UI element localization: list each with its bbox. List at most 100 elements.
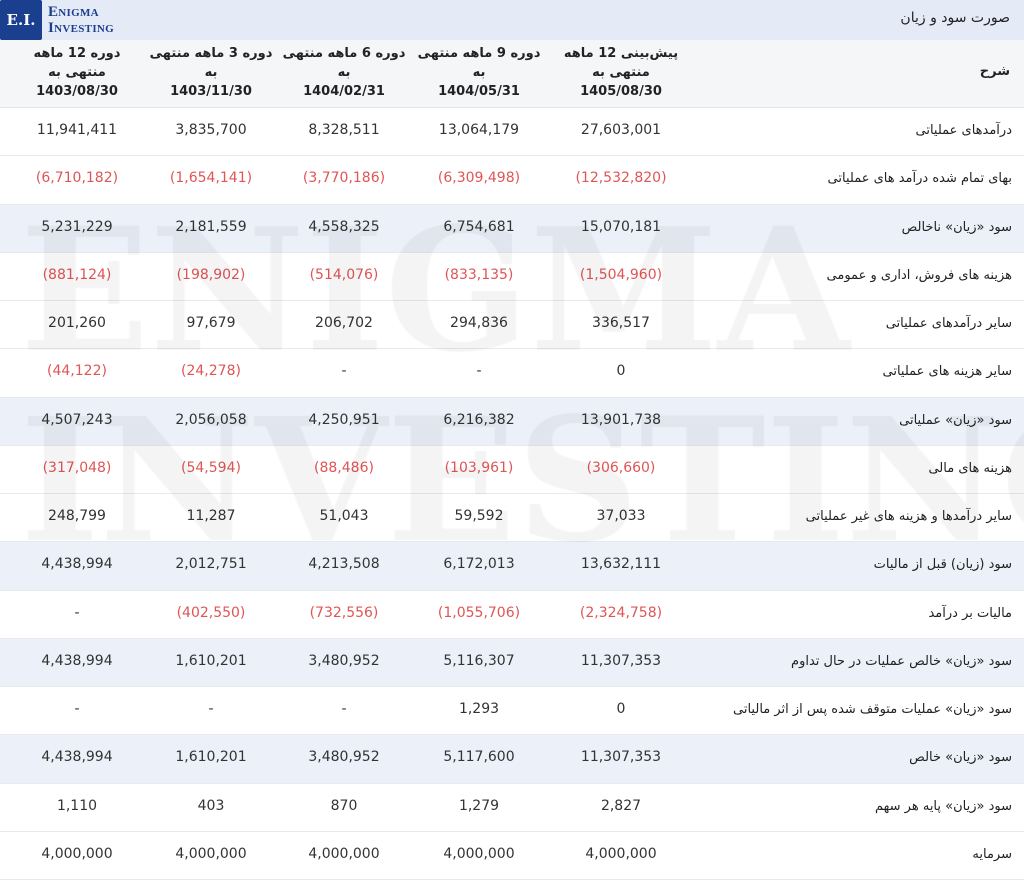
period-title: دوره 9 ماهه منتهی به	[417, 46, 541, 80]
top-bar: E.I. Enigma Investing صورت سود و زیان	[0, 0, 1024, 40]
value-cell: 13,064,179	[438, 122, 520, 138]
value-cell: (198,902)	[176, 266, 246, 283]
value-cell: (881,124)	[42, 266, 112, 283]
table-row: مالیات بر درآمد (2,324,758) (1,055,706) (73…	[0, 591, 1024, 639]
value-cell: -	[74, 701, 80, 717]
value-cell: 6,754,681	[443, 218, 515, 235]
period-date: 1404/02/31	[303, 84, 385, 99]
logo-line-1: Enigma	[48, 4, 99, 20]
value-cell: 336,517	[592, 315, 650, 331]
value-cell: 248,799	[48, 508, 106, 524]
value-cell: (54,594)	[181, 459, 241, 476]
value-cell: 11,287	[186, 508, 236, 524]
table-row: بهای تمام شده درآمد های عملیاتی (12,532,8…	[0, 156, 1024, 205]
row-label: سود (زیان) قبل از مالیات	[873, 557, 1012, 573]
value-cell: (103,961)	[444, 459, 514, 476]
row-label: بهای تمام شده درآمد های عملیاتی	[827, 171, 1012, 187]
value-cell: (3,770,186)	[302, 170, 386, 187]
header-period-3[interactable]: دوره 3 ماهه منتهی به 1403/11/30	[148, 44, 274, 101]
value-cell: 3,835,700	[175, 122, 247, 138]
value-cell: 11,307,353	[580, 652, 662, 669]
page-title: صورت سود و زیان	[900, 10, 1010, 26]
value-cell: (317,048)	[42, 459, 112, 476]
value-cell: 4,000,000	[443, 845, 515, 862]
value-cell: (1,055,706)	[437, 604, 521, 621]
period-title: پیش‌بینی 12 ماهه منتهی به	[563, 46, 679, 80]
value-cell: 4,000,000	[41, 845, 113, 862]
value-cell: 4,250,951	[308, 411, 380, 428]
logo-text: Enigma Investing	[48, 4, 114, 36]
value-cell: 870	[330, 797, 358, 814]
value-cell: (514,076)	[309, 266, 379, 283]
row-label: سود «زیان» خالص	[909, 750, 1012, 766]
header-period-0[interactable]: پیش‌بینی 12 ماهه منتهی به 1405/08/30	[550, 44, 692, 101]
value-cell: 3,480,952	[308, 749, 380, 766]
period-date: 1404/05/31	[438, 84, 520, 99]
value-cell: 4,438,994	[41, 556, 113, 573]
value-cell: -	[74, 604, 80, 621]
header-label: شرح	[979, 64, 1010, 79]
table-row: هزینه های فروش، اداری و عمومی (1,504,960)…	[0, 253, 1024, 301]
value-cell: 4,000,000	[308, 845, 380, 862]
row-label: هزینه های فروش، اداری و عمومی	[826, 267, 1012, 283]
value-cell: (12,532,820)	[575, 170, 667, 187]
table-row: هزینه های مالی (306,660) (103,961) (88,486)…	[0, 446, 1024, 494]
value-cell: 206,702	[315, 315, 373, 331]
value-cell: (2,324,758)	[579, 604, 663, 621]
value-cell: (6,309,498)	[437, 170, 521, 187]
value-cell: 1,610,201	[175, 749, 247, 766]
value-cell: 4,000,000	[175, 845, 247, 862]
table-header: شرح پیش‌بینی 12 ماهه منتهی به 1405/08/30 د…	[0, 40, 1024, 108]
value-cell: 1,293	[458, 701, 500, 717]
table-row: سرمایه 4,000,000 4,000,000 4,000,000 4,000,0…	[0, 832, 1024, 880]
value-cell: 8,328,511	[308, 122, 380, 138]
table-row: سود «زیان» پایه هر سهم 2,827 1,279 870 403 1,…	[0, 784, 1024, 832]
table-row: سود «زیان» خالص 11,307,353 5,117,600 3,480,…	[0, 735, 1024, 784]
value-cell: 0	[616, 363, 626, 380]
value-cell: 2,827	[600, 797, 642, 814]
value-cell: -	[341, 363, 347, 380]
value-cell: (1,654,141)	[169, 170, 253, 187]
value-cell: -	[208, 701, 214, 717]
value-cell: 4,507,243	[41, 411, 113, 428]
row-label: هزینه های مالی	[928, 460, 1012, 476]
period-title: دوره 6 ماهه منتهی به	[282, 46, 406, 80]
value-cell: 37,033	[596, 508, 646, 524]
row-label: سود «زیان» خالص عملیات در حال تداوم	[791, 653, 1012, 669]
row-label: سود «زیان» ناخالص	[901, 219, 1012, 235]
header-period-4[interactable]: دوره 12 ماهه منتهی به 1403/08/30	[12, 44, 142, 101]
period-date: 1403/11/30	[170, 84, 252, 99]
value-cell: 13,901,738	[580, 411, 662, 428]
value-cell: 51,043	[319, 508, 369, 524]
header-period-1[interactable]: دوره 9 ماهه منتهی به 1404/05/31	[414, 44, 544, 101]
table-row: سود «زیان» عملیات متوقف شده پس از اثر ما…	[0, 687, 1024, 736]
period-title: دوره 3 ماهه منتهی به	[149, 46, 273, 80]
value-cell: (24,278)	[181, 363, 241, 380]
value-cell: -	[476, 363, 482, 380]
row-label: سایر درآمدها و هزینه های غیر عملیاتی	[805, 509, 1012, 524]
value-cell: 2,181,559	[175, 218, 247, 235]
value-cell: 59,592	[454, 508, 504, 524]
value-cell: 201,260	[48, 315, 106, 331]
row-label: سایر درآمدهای عملیاتی	[885, 316, 1012, 331]
value-cell: (6,710,182)	[35, 170, 119, 187]
value-cell: 0	[616, 701, 626, 717]
table-row: درآمدهای عملیاتی 27,603,001 13,064,179 8,32…	[0, 108, 1024, 157]
value-cell: 1,279	[458, 797, 500, 814]
enigma-investing-logo: E.I. Enigma Investing	[0, 0, 114, 40]
row-label: مالیات بر درآمد	[928, 605, 1012, 621]
value-cell: 5,117,600	[443, 749, 515, 766]
table-row: سود «زیان» خالص عملیات در حال تداوم 11,30…	[0, 638, 1024, 687]
period-date: 1405/08/30	[580, 84, 662, 99]
value-cell: 5,116,307	[443, 652, 515, 669]
value-cell: 6,216,382	[443, 411, 515, 428]
value-cell: 1,110	[56, 797, 98, 814]
value-cell: 2,056,058	[175, 411, 247, 428]
value-cell: 3,480,952	[308, 652, 380, 669]
row-label: سود «زیان» پایه هر سهم	[875, 798, 1012, 814]
value-cell: 403	[197, 797, 225, 814]
table-row: سود «زیان» عملیاتی 13,901,738 6,216,382 4,2…	[0, 397, 1024, 446]
value-cell: (833,135)	[444, 266, 514, 283]
row-label: سود «زیان» عملیات متوقف شده پس از اثر ما…	[733, 702, 1012, 717]
header-period-2[interactable]: دوره 6 ماهه منتهی به 1404/02/31	[280, 44, 408, 101]
